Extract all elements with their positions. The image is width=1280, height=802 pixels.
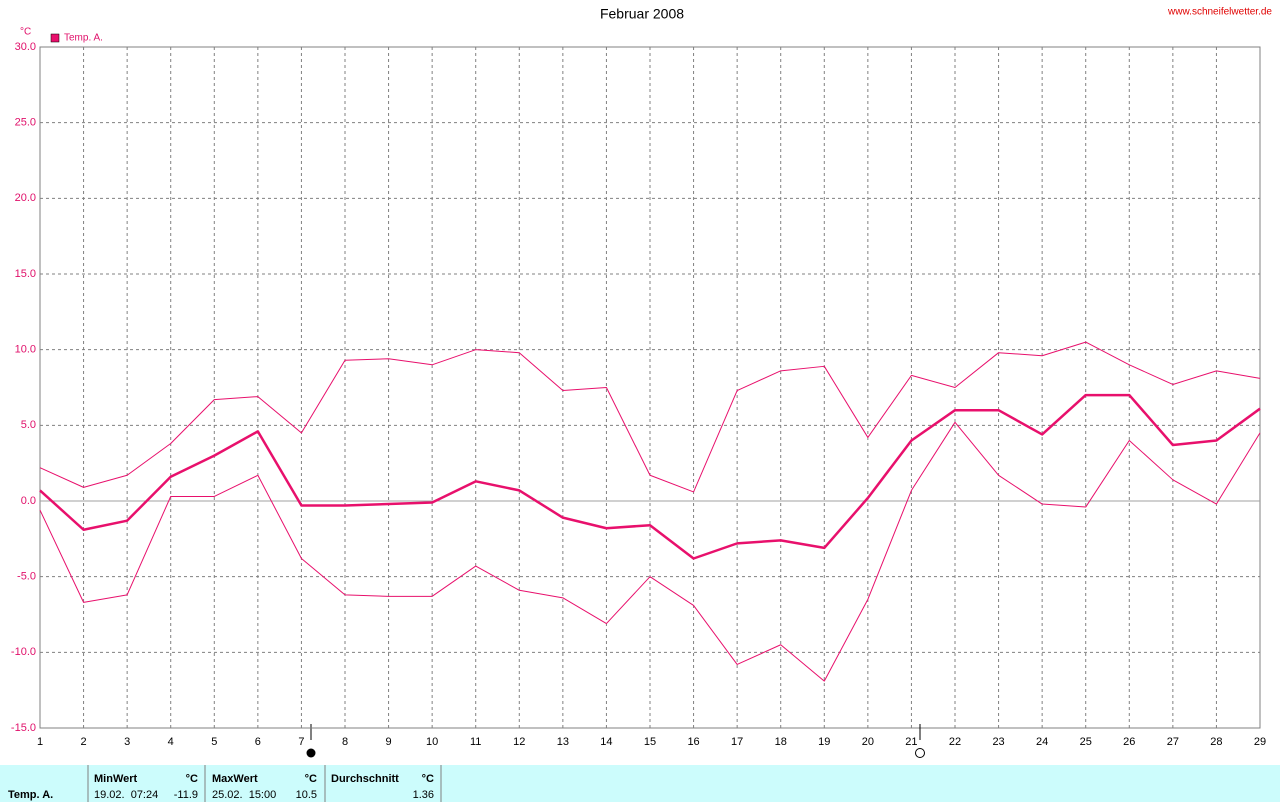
col-unit: °C (305, 773, 317, 785)
cell-when: 19.02. 07:24 (94, 789, 158, 801)
x-tick-label: 10 (426, 736, 438, 748)
x-tick-label: 17 (731, 736, 743, 748)
x-tick-label: 23 (992, 736, 1004, 748)
cell-value: 10.5 (296, 789, 317, 801)
cell-when: 25.02. 15:00 (212, 789, 276, 801)
col-header: MaxWert (212, 773, 258, 785)
new-moon-icon (306, 748, 316, 758)
y-tick-label: 0.0 (21, 495, 36, 507)
x-tick-label: 29 (1254, 736, 1266, 748)
x-tick-label: 3 (124, 736, 130, 748)
x-tick-label: 25 (1080, 736, 1092, 748)
x-tick-label: 28 (1210, 736, 1222, 748)
x-tick-label: 26 (1123, 736, 1135, 748)
series-line (39, 341, 1261, 493)
col-header: MinWert (94, 773, 138, 785)
x-tick-label: 12 (513, 736, 525, 748)
y-tick-label: 15.0 (15, 268, 36, 280)
cell-value: 1.36 (413, 789, 434, 801)
y-tick-label: 20.0 (15, 192, 36, 204)
x-tick-label: 2 (81, 736, 87, 748)
source: www.schneifelwetter.de (1167, 7, 1272, 18)
legend-label: Temp. A. (64, 33, 103, 44)
y-axis-label: °C (20, 27, 31, 38)
legend-swatch (50, 33, 60, 43)
x-tick-label: 5 (211, 736, 217, 748)
x-tick-label: 14 (600, 736, 612, 748)
x-tick-label: 9 (386, 736, 392, 748)
col-unit: °C (422, 773, 434, 785)
col-header: Durchschnitt (331, 773, 399, 785)
series-line (39, 421, 1261, 682)
y-tick-label: -10.0 (11, 646, 36, 658)
y-tick-label: 25.0 (15, 117, 36, 129)
x-tick-label: 1 (37, 736, 43, 748)
table-bg (0, 765, 1280, 802)
cell-value: -11.9 (174, 789, 198, 801)
series-line (39, 393, 1261, 560)
full-moon-icon (915, 748, 925, 758)
x-tick-label: 6 (255, 736, 261, 748)
row-label: Temp. A. (8, 789, 53, 801)
x-tick-label: 20 (862, 736, 874, 748)
x-tick-label: 19 (818, 736, 830, 748)
x-tick-label: 22 (949, 736, 961, 748)
y-tick-label: 30.0 (15, 41, 36, 53)
chart-title: Februar 2008 (600, 6, 684, 22)
x-tick-label: 11 (470, 736, 481, 748)
x-tick-label: 24 (1036, 736, 1048, 748)
x-tick-label: 8 (342, 736, 348, 748)
x-tick-label: 21 (905, 736, 917, 748)
x-tick-label: 27 (1167, 736, 1179, 748)
stats-table: Temp. A. MinWert °C 19.02. 07:24 -11.9 M… (0, 765, 1280, 802)
y-tick-label: -5.0 (17, 571, 36, 583)
col-unit: °C (186, 773, 198, 785)
y-tick-label: 10.0 (15, 344, 36, 356)
y-tick-label: -15.0 (11, 722, 36, 734)
x-tick-label: 18 (775, 736, 787, 748)
x-tick-label: 16 (687, 736, 699, 748)
x-tick-label: 13 (557, 736, 569, 748)
x-tick-label: 4 (168, 736, 174, 748)
y-tick-label: 5.0 (21, 419, 36, 431)
x-tick-label: 15 (644, 736, 656, 748)
x-tick-label: 7 (298, 736, 304, 748)
